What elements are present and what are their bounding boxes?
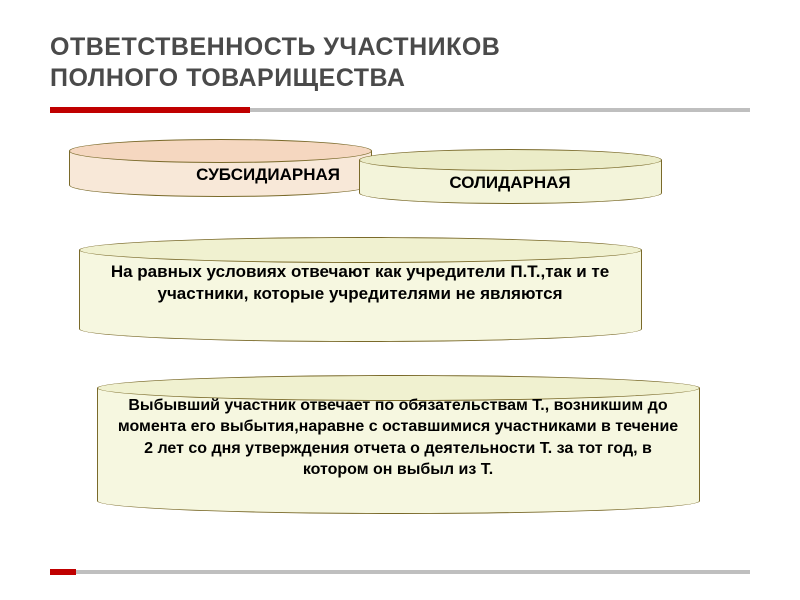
shape-subsidiarnaya: СУБСИДИАРНАЯ [70,147,370,197]
slide: ОТВЕТСТВЕННОСТЬ УЧАСТНИКОВ ПОЛНОГО ТОВАР… [0,0,800,557]
shape-label: СОЛИДАРНАЯ [360,157,660,193]
title-line-1: ОТВЕТСТВЕННОСТЬ УЧАСТНИКОВ [50,32,750,63]
shape-text: На равных условиях отвечают как учредите… [80,247,640,307]
shape-block-1: На равных условиях отвечают как учредите… [80,247,640,343]
accent-bar [50,107,250,113]
title-line-2: ПОЛНОГО ТОВАРИЩЕСТВА [50,63,750,94]
shape-solidarnaya: СОЛИДАРНАЯ [360,157,660,205]
title-underline [50,107,750,113]
shape-label: СУБСИДИАРНАЯ [70,147,370,185]
diagram: СУБСИДИАРНАЯ СОЛИДАРНАЯ На равных услови… [50,137,750,537]
shape-block-2: Выбывший участник отвечает по обязательс… [98,385,698,515]
footer-rule [50,570,750,574]
page-title: ОТВЕТСТВЕННОСТЬ УЧАСТНИКОВ ПОЛНОГО ТОВАР… [50,32,750,95]
shape-text: Выбывший участник отвечает по обязательс… [98,385,698,481]
underline-bar [250,108,750,112]
